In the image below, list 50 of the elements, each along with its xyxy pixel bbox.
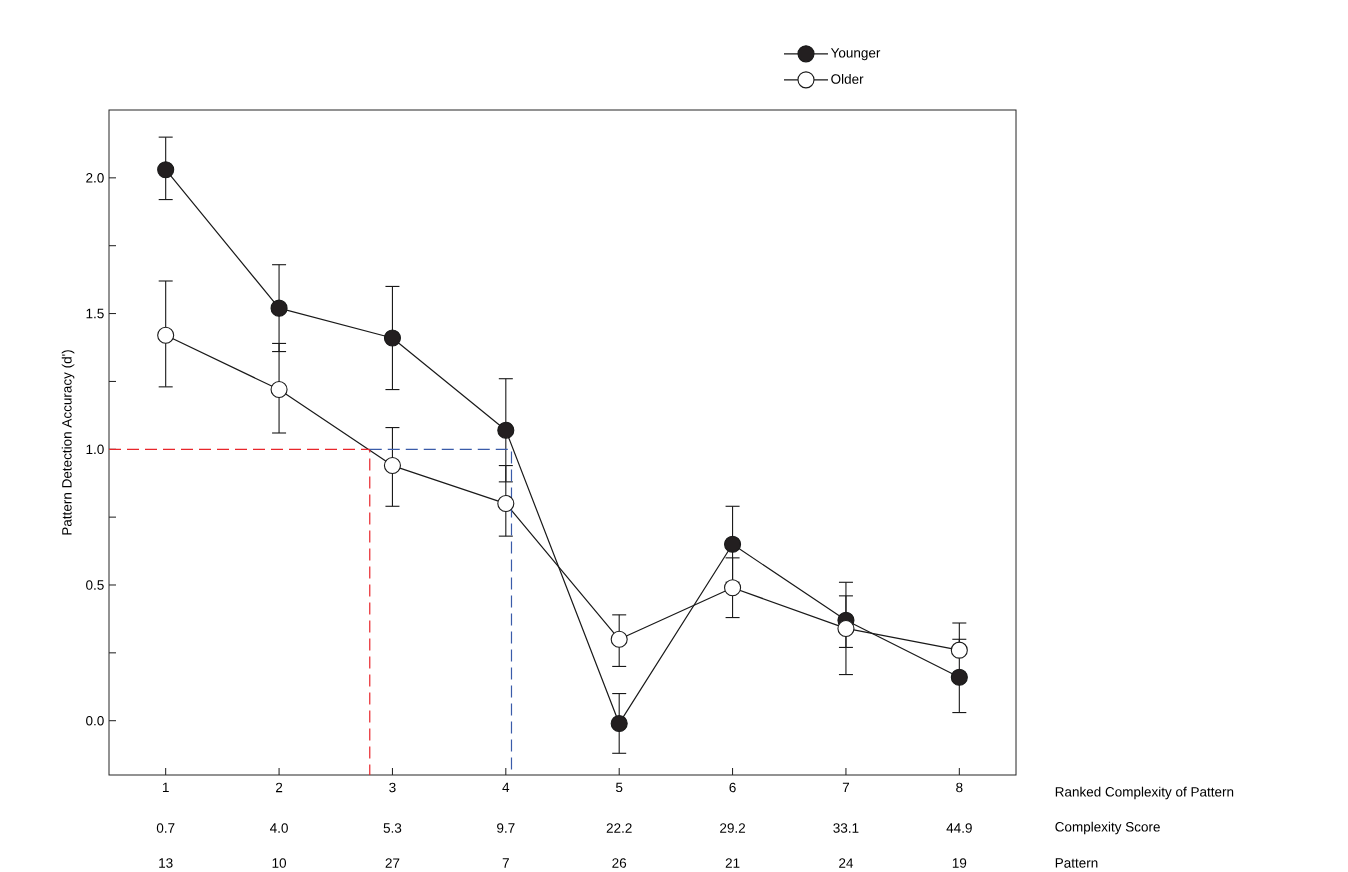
text: 44.9 — [946, 823, 972, 833]
text: 33.1 — [833, 823, 859, 833]
text: 7 — [502, 858, 509, 868]
point — [610, 714, 628, 732]
text: 27 — [385, 858, 400, 868]
text: 21 — [725, 858, 740, 868]
point — [950, 668, 968, 686]
text: 22.2 — [606, 823, 632, 833]
point — [950, 641, 968, 659]
point — [157, 161, 175, 179]
point — [270, 380, 288, 398]
text: 26 — [612, 858, 627, 868]
point — [383, 456, 401, 474]
legend-label: Younger — [830, 48, 881, 61]
text: 24 — [839, 858, 854, 868]
text: 19 — [952, 858, 967, 868]
point — [383, 329, 401, 347]
point — [837, 619, 855, 637]
text: 9.7 — [497, 823, 515, 833]
x-tick-label: 7 — [842, 782, 850, 792]
text: 5.3 — [383, 823, 402, 833]
x-tick-label: 3 — [389, 782, 396, 793]
point — [724, 579, 742, 597]
y-tick-label: 1.0 — [86, 444, 104, 454]
point — [497, 421, 515, 439]
y-tick-label: 0.5 — [86, 580, 104, 590]
point — [157, 326, 175, 344]
text: 10 — [272, 858, 287, 868]
text: 13 — [159, 858, 173, 868]
y-tick-label: 1.5 — [86, 308, 104, 319]
point — [610, 630, 628, 648]
text: 4.0 — [269, 823, 288, 833]
y-axis-title: Pattern Detection Accuracy (d') — [61, 350, 75, 535]
x-tick-label: 6 — [729, 782, 736, 793]
point — [270, 299, 288, 317]
text: 29.2 — [720, 823, 746, 833]
x-tick-label: 5 — [615, 782, 623, 792]
text: 0.7 — [156, 823, 175, 833]
text: Complexity Score — [1055, 821, 1160, 835]
point — [724, 535, 742, 553]
point — [497, 494, 515, 512]
x-tick-label: 8 — [956, 782, 963, 793]
y-tick-label: 2.0 — [86, 172, 104, 183]
x-tick-label: 4 — [502, 782, 510, 792]
y-tick-label: 0.0 — [86, 715, 104, 726]
x-tick-label: 2 — [275, 782, 283, 792]
legend-label: Older — [831, 73, 864, 84]
text: Pattern — [1055, 858, 1098, 868]
x-tick-label: 1 — [162, 782, 169, 792]
x-axis-title: Ranked Complexity of Pattern — [1055, 786, 1234, 800]
